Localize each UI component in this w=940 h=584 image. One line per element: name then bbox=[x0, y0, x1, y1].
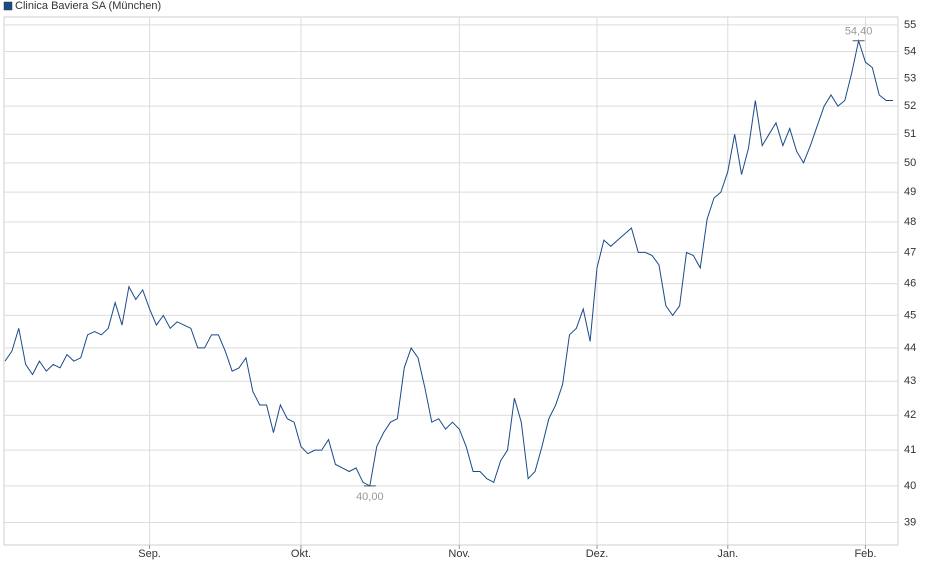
legend-swatch bbox=[3, 1, 13, 11]
x-tick-label: Sep. bbox=[138, 548, 161, 560]
x-tick-label: Nov. bbox=[448, 548, 470, 560]
x-tick-label: Jan. bbox=[717, 548, 738, 560]
y-tick-label: 52 bbox=[904, 100, 916, 112]
y-tick-label: 43 bbox=[904, 375, 916, 387]
value-label: 54,40 bbox=[845, 26, 873, 38]
y-tick-label: 44 bbox=[904, 342, 916, 354]
y-tick-label: 41 bbox=[904, 444, 916, 456]
y-tick-label: 53 bbox=[904, 72, 916, 84]
x-tick-label: Feb. bbox=[854, 548, 876, 560]
y-tick-label: 42 bbox=[904, 409, 916, 421]
price-line bbox=[4, 38, 893, 487]
x-tick-label: Dez. bbox=[586, 548, 609, 560]
y-tick-label: 48 bbox=[904, 216, 916, 228]
plot-area bbox=[3, 16, 899, 546]
y-tick-label: 49 bbox=[904, 186, 916, 198]
y-tick-label: 51 bbox=[904, 128, 916, 140]
y-tick-label: 46 bbox=[904, 277, 916, 289]
y-tick-label: 55 bbox=[904, 19, 916, 31]
y-tick-label: 39 bbox=[904, 516, 916, 528]
x-tick-label: Okt. bbox=[291, 548, 311, 560]
y-tick-label: 50 bbox=[904, 157, 916, 169]
y-tick-label: 45 bbox=[904, 309, 916, 321]
y-tick-label: 47 bbox=[904, 246, 916, 258]
legend-label: Clinica Baviera SA (München) bbox=[15, 0, 161, 12]
y-tick-label: 40 bbox=[904, 480, 916, 492]
value-label: 40,00 bbox=[356, 491, 384, 503]
y-tick-label: 54 bbox=[904, 45, 916, 57]
